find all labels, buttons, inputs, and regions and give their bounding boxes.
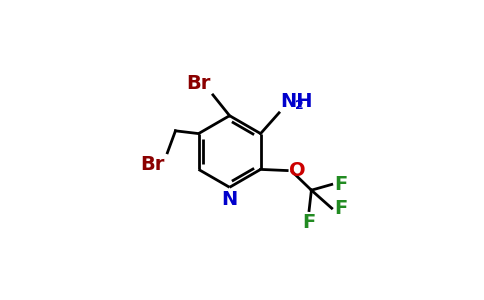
Text: N: N [222,190,238,209]
Text: F: F [302,213,316,232]
Text: F: F [334,199,348,218]
Text: Br: Br [187,74,211,93]
Text: 2: 2 [295,99,303,112]
Text: O: O [289,160,305,180]
Text: Br: Br [141,154,165,174]
Text: NH: NH [280,92,313,111]
Text: F: F [334,175,348,194]
